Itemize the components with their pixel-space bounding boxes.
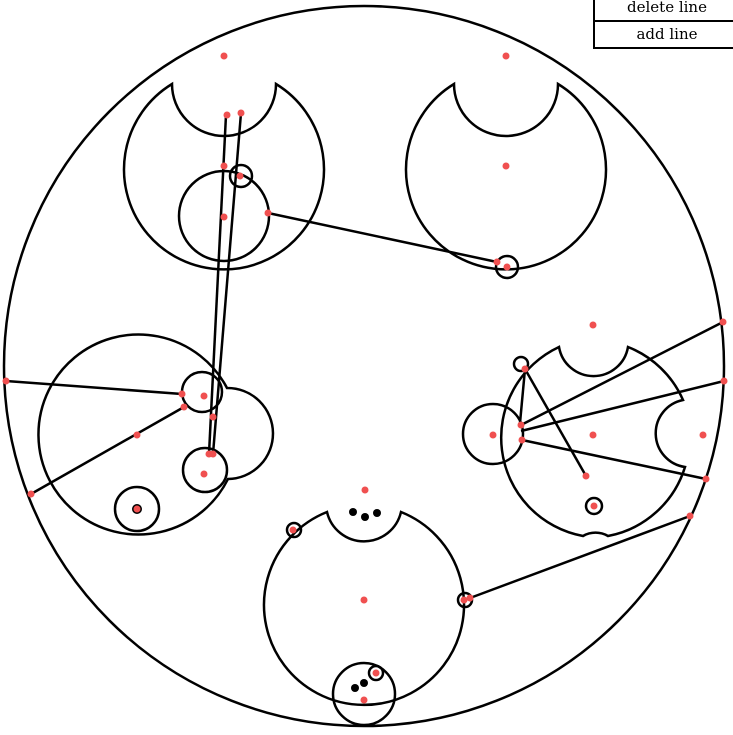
control-handles[interactable] [2,52,728,704]
word-circle-top-right[interactable] [404,81,608,271]
letter-circle[interactable] [113,485,161,533]
connection-line[interactable] [267,211,498,264]
connection-line[interactable] [520,320,724,427]
word-circle-top-left[interactable] [122,81,326,271]
handle-dot [686,512,694,520]
handle-dot [589,321,597,329]
handle-dot [521,365,529,373]
handle-dot [466,594,474,602]
handle-dot [180,403,188,411]
handle-dot [702,475,710,483]
handle-dot [502,162,510,170]
letter-dot[interactable] [351,684,359,692]
handle-dot [289,526,297,534]
delete-line-button[interactable]: delete line [593,0,733,22]
letter-circle[interactable] [461,402,525,466]
sentence-circle[interactable] [2,4,726,728]
handle-dot [590,502,598,510]
handle-dot [372,669,380,677]
letter-circle[interactable] [584,496,604,516]
connection-line[interactable] [30,405,185,496]
connection-line[interactable] [518,368,527,424]
word-circle-left[interactable] [37,333,275,536]
handle-dot [264,209,272,217]
vowel-circle[interactable] [367,664,385,682]
handle-dot [209,450,217,458]
connection-line[interactable] [523,368,588,477]
handle-dot [589,431,597,439]
letter-circle[interactable] [331,661,397,727]
connection-line[interactable] [521,438,707,481]
word-circle-bottom[interactable] [262,510,466,707]
handle-dot [360,696,368,704]
handle-dot [360,596,368,604]
connection-line[interactable] [5,379,183,396]
handle-dot [699,431,707,439]
connection-line[interactable] [520,379,725,433]
handle-dot [493,258,501,266]
handle-dot [517,421,525,429]
handle-dot [518,436,526,444]
handle-dot [2,377,10,385]
handle-dot [223,111,231,119]
handle-dot [719,318,727,326]
add-line-button[interactable]: add line [593,20,733,49]
vowel-circle[interactable] [228,163,254,189]
handle-dot [502,52,510,60]
handle-dot [178,390,186,398]
word-circle-right[interactable] [499,345,687,538]
vowel-circle[interactable] [285,521,303,539]
handle-dot [460,596,468,604]
letter-dot[interactable] [360,679,368,687]
handle-dot [236,172,244,180]
vowel-circle[interactable] [512,355,530,373]
handle-dot [220,162,228,170]
handle-dot [220,52,228,60]
handle-dot [133,505,141,513]
letter-dot[interactable] [361,513,369,521]
letter-dot[interactable] [373,509,381,517]
connection-line[interactable] [207,114,228,455]
line-menu: delete line add line [593,0,733,49]
letter-circle[interactable] [181,446,229,494]
handle-dot [582,472,590,480]
handle-dot [220,213,228,221]
handle-dot [27,490,35,498]
handle-dot [720,377,728,385]
handle-dot [361,486,369,494]
connection-line[interactable] [469,514,691,600]
handle-dot [503,263,511,271]
letter-dot[interactable] [349,508,357,516]
handle-dot [209,413,217,421]
drawing-strokes [2,4,726,728]
handle-dot [133,431,141,439]
vowel-circle[interactable] [494,254,520,280]
handle-dot [237,109,245,117]
handle-dot [200,470,208,478]
handle-dot [489,431,497,439]
connection-line[interactable] [211,112,243,455]
handle-dot [200,392,208,400]
